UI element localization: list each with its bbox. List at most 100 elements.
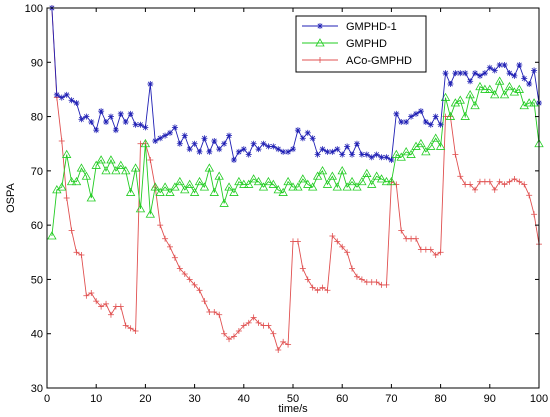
data-point-gmphd-1 xyxy=(191,140,198,147)
data-point-gmphd xyxy=(150,182,160,191)
legend-label: GMPHD-1 xyxy=(346,21,397,33)
data-point-gmphd xyxy=(347,176,357,186)
data-point-aco-gmphd xyxy=(329,233,336,239)
data-point-gmphd xyxy=(253,176,264,186)
data-point-gmphd xyxy=(381,176,392,186)
data-point-gmphd-1 xyxy=(403,119,410,125)
data-point-gmphd-1 xyxy=(290,146,296,153)
data-point-gmphd xyxy=(199,182,210,191)
data-point-gmphd-1 xyxy=(481,70,488,77)
data-point-gmphd-1 xyxy=(181,132,188,139)
data-point-gmphd-1 xyxy=(137,121,144,128)
data-point-gmphd xyxy=(189,187,200,196)
data-point-gmphd-1 xyxy=(58,94,65,101)
data-point-aco-gmphd xyxy=(240,322,247,329)
data-point-aco-gmphd xyxy=(452,151,459,158)
data-point-aco-gmphd xyxy=(437,249,444,256)
data-point-aco-gmphd xyxy=(73,249,80,256)
data-point-aco-gmphd xyxy=(176,265,183,272)
x-tick-label: 70 xyxy=(385,393,397,405)
y-tick-label: 60 xyxy=(31,220,43,232)
data-point-aco-gmphd xyxy=(270,330,277,337)
data-point-gmphd xyxy=(519,100,529,110)
data-point-gmphd-1 xyxy=(388,157,395,163)
data-point-aco-gmphd xyxy=(245,319,252,326)
data-point-gmphd-1 xyxy=(73,100,80,106)
data-point-gmphd-1 xyxy=(339,151,346,158)
data-point-aco-gmphd xyxy=(167,243,173,250)
data-point-gmphd xyxy=(509,87,520,96)
data-point-gmphd-1 xyxy=(221,140,228,147)
data-point-gmphd-1 xyxy=(162,132,169,139)
data-point-gmphd xyxy=(263,176,274,186)
data-point-gmphd xyxy=(504,81,515,91)
data-point-gmphd xyxy=(184,179,195,188)
data-point-aco-gmphd xyxy=(491,186,498,193)
data-point-gmphd xyxy=(391,149,402,158)
x-tick-label: 60 xyxy=(336,393,348,405)
data-point-gmphd-1 xyxy=(531,67,538,74)
data-point-gmphd-1 xyxy=(462,70,469,77)
data-point-gmphd-1 xyxy=(299,135,306,142)
data-point-gmphd-1 xyxy=(496,62,503,68)
data-point-aco-gmphd xyxy=(344,249,351,256)
data-point-gmphd-1 xyxy=(216,146,223,153)
legend-box xyxy=(295,15,427,73)
data-point-gmphd-1 xyxy=(157,135,164,142)
data-point-gmphd xyxy=(421,147,431,156)
data-point-gmphd-1 xyxy=(122,119,129,125)
data-point-gmphd-1 xyxy=(319,146,326,153)
x-tick-label: 80 xyxy=(434,393,446,405)
data-point-gmphd xyxy=(524,98,534,107)
y-axis-label: OSPA xyxy=(5,182,17,212)
data-point-gmphd xyxy=(130,163,141,172)
x-tick-label: 100 xyxy=(530,393,548,405)
data-point-gmphd-1 xyxy=(117,110,124,117)
data-point-gmphd xyxy=(416,138,426,148)
data-point-gmphd-1 xyxy=(373,151,380,158)
data-point-gmphd-1 xyxy=(186,146,193,153)
data-point-aco-gmphd xyxy=(531,211,538,218)
data-point-gmphd xyxy=(362,168,372,177)
data-point-aco-gmphd xyxy=(211,309,218,315)
data-point-gmphd xyxy=(317,166,328,175)
data-point-gmphd xyxy=(386,176,397,186)
data-point-gmphd xyxy=(194,176,205,186)
data-point-gmphd xyxy=(96,155,106,164)
data-point-aco-gmphd xyxy=(309,284,316,291)
data-point-aco-gmphd xyxy=(304,276,311,283)
data-point-gmphd-1 xyxy=(344,143,351,150)
data-point-gmphd xyxy=(401,147,411,156)
data-point-gmphd-1 xyxy=(432,113,439,120)
data-point-gmphd xyxy=(396,152,406,161)
data-point-aco-gmphd xyxy=(255,319,262,326)
data-point-gmphd xyxy=(490,90,500,99)
data-point-gmphd-1 xyxy=(93,127,100,134)
data-point-aco-gmphd xyxy=(398,227,405,234)
data-point-gmphd xyxy=(445,111,456,120)
data-point-gmphd-1 xyxy=(526,81,533,87)
data-point-gmphd xyxy=(283,176,293,186)
data-point-gmphd xyxy=(239,179,249,188)
data-point-aco-gmphd xyxy=(486,178,493,185)
data-point-aco-gmphd xyxy=(516,178,523,185)
data-point-gmphd-1 xyxy=(245,151,252,158)
data-point-gmphd-1 xyxy=(211,138,218,144)
data-point-aco-gmphd xyxy=(349,265,356,272)
data-point-gmphd-1 xyxy=(127,110,134,117)
data-point-gmphd-1 xyxy=(206,148,213,155)
data-point-aco-gmphd xyxy=(196,287,203,294)
data-point-gmphd xyxy=(352,182,362,191)
data-point-gmphd xyxy=(529,98,539,107)
data-point-gmphd-1 xyxy=(447,81,454,87)
data-point-gmphd-1 xyxy=(98,108,105,115)
legend-entry-gmphd-1: GMPHD-1 xyxy=(302,21,397,33)
data-point-aco-gmphd xyxy=(171,254,178,261)
data-point-gmphd xyxy=(303,179,313,188)
series-layer xyxy=(47,5,544,353)
data-point-gmphd xyxy=(273,185,283,194)
data-point-gmphd xyxy=(475,81,485,91)
data-point-gmphd xyxy=(101,166,111,175)
data-point-gmphd-1 xyxy=(255,146,262,153)
data-point-gmphd-1 xyxy=(176,140,183,147)
